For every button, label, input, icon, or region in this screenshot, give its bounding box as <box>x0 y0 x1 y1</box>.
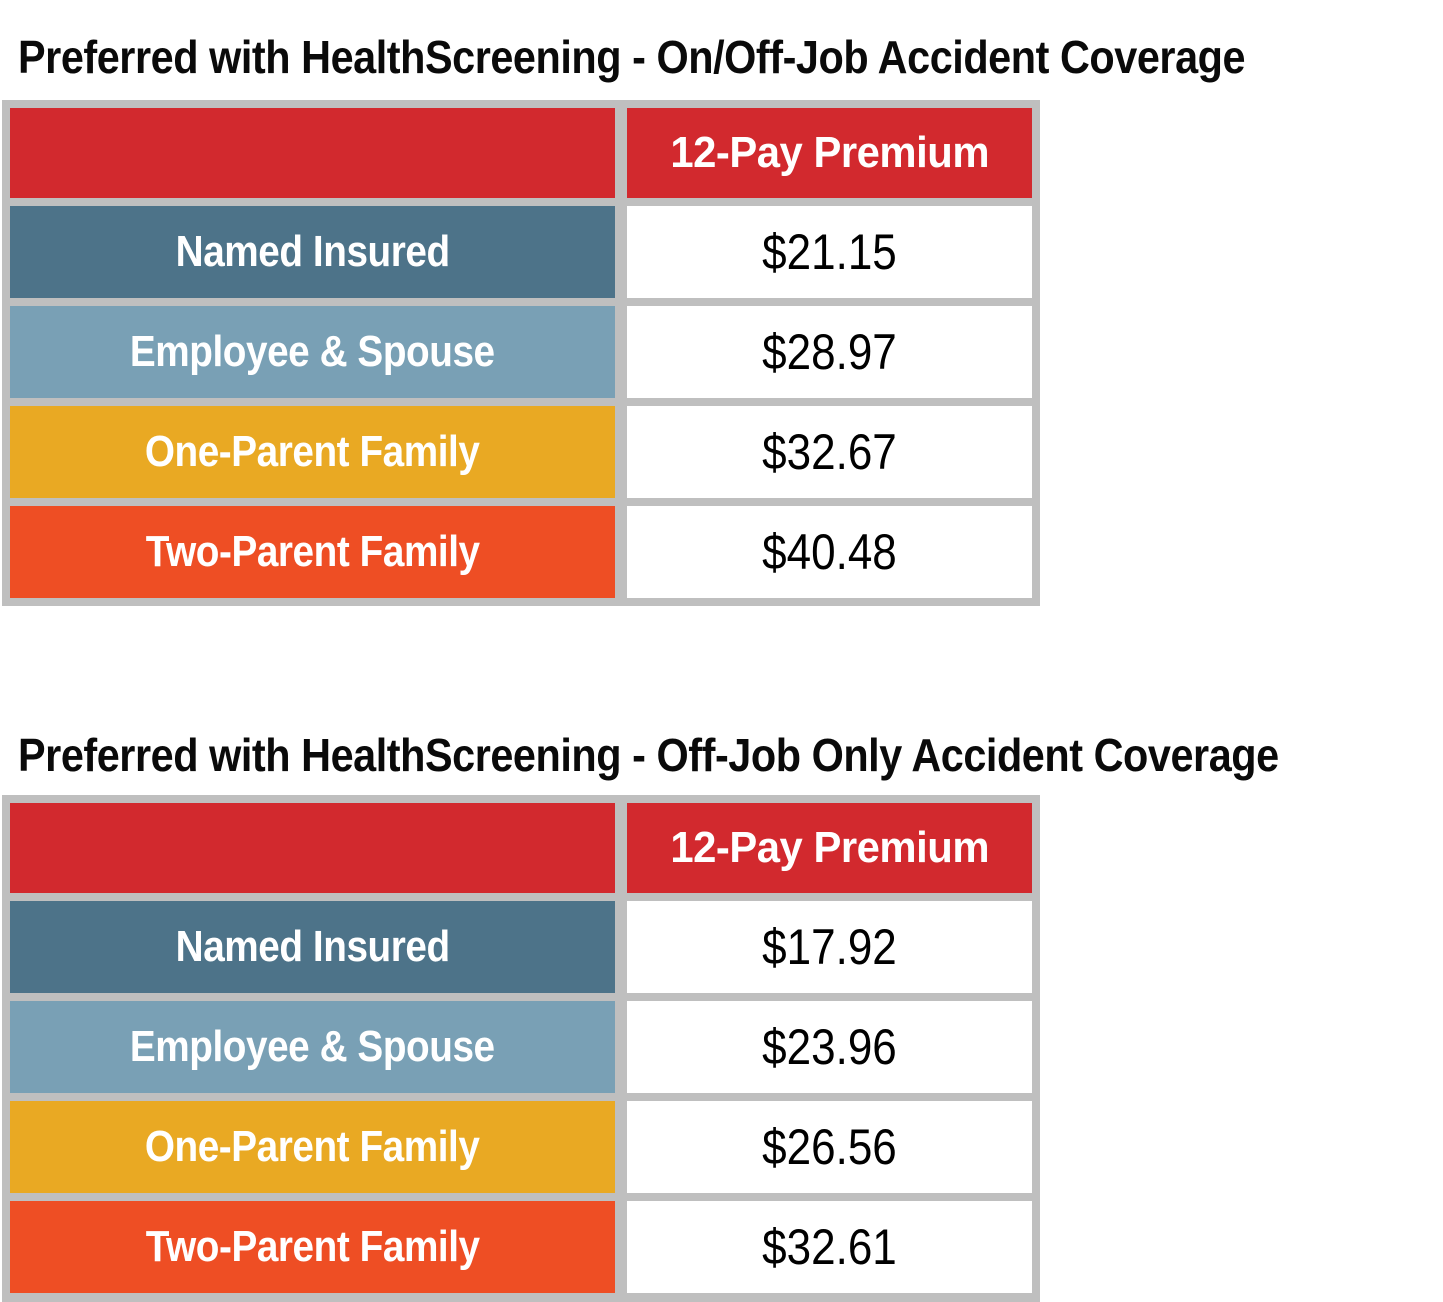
premium-value: $17.92 <box>762 919 897 975</box>
row-value-cell-one-parent-family: $32.67 <box>627 406 1032 498</box>
row-value-cell-one-parent-family: $26.56 <box>627 1101 1032 1193</box>
premium-value: $26.56 <box>762 1119 897 1175</box>
premium-value: $21.15 <box>762 224 897 280</box>
premium-value: $40.48 <box>762 524 897 580</box>
column-header-label: 12-Pay Premium <box>670 128 989 177</box>
premium-table-off-job-only: 12-Pay Premium Named Insured $17.92 Empl… <box>2 795 1040 1302</box>
row-label: Two-Parent Family <box>145 1222 480 1271</box>
row-value-cell-two-parent-family: $40.48 <box>627 506 1032 598</box>
row-value-cell-employee-spouse: $28.97 <box>627 306 1032 398</box>
premium-value: $32.61 <box>762 1219 897 1275</box>
row-label-cell-two-parent-family: Two-Parent Family <box>10 1201 615 1293</box>
row-label-cell-named-insured: Named Insured <box>10 901 615 993</box>
row-label: Two-Parent Family <box>145 527 480 576</box>
header-premium-cell: 12-Pay Premium <box>627 108 1032 198</box>
header-empty-cell <box>10 803 615 893</box>
table-title-on-off-job: Preferred with HealthScreening - On/Off-… <box>18 31 1246 83</box>
table-title-off-job-only: Preferred with HealthScreening - Off-Job… <box>18 729 1279 781</box>
row-label: Named Insured <box>175 922 450 971</box>
row-label-cell-employee-spouse: Employee & Spouse <box>10 1001 615 1093</box>
row-label: Employee & Spouse <box>130 327 495 376</box>
row-value-cell-two-parent-family: $32.61 <box>627 1201 1032 1293</box>
row-label-cell-one-parent-family: One-Parent Family <box>10 406 615 498</box>
row-label-cell-two-parent-family: Two-Parent Family <box>10 506 615 598</box>
header-empty-cell <box>10 108 615 198</box>
header-premium-cell: 12-Pay Premium <box>627 803 1032 893</box>
row-label-cell-employee-spouse: Employee & Spouse <box>10 306 615 398</box>
row-label: Employee & Spouse <box>130 1022 495 1071</box>
premium-value: $23.96 <box>762 1019 897 1075</box>
premium-value: $32.67 <box>762 424 897 480</box>
row-label-cell-one-parent-family: One-Parent Family <box>10 1101 615 1193</box>
column-header-label: 12-Pay Premium <box>670 823 989 872</box>
row-value-cell-named-insured: $17.92 <box>627 901 1032 993</box>
row-label-cell-named-insured: Named Insured <box>10 206 615 298</box>
row-label: Named Insured <box>175 227 450 276</box>
row-value-cell-employee-spouse: $23.96 <box>627 1001 1032 1093</box>
row-value-cell-named-insured: $21.15 <box>627 206 1032 298</box>
row-label: One-Parent Family <box>145 1122 480 1171</box>
premium-table-on-off-job: 12-Pay Premium Named Insured $21.15 Empl… <box>2 100 1040 606</box>
row-label: One-Parent Family <box>145 427 480 476</box>
premium-value: $28.97 <box>762 324 897 380</box>
